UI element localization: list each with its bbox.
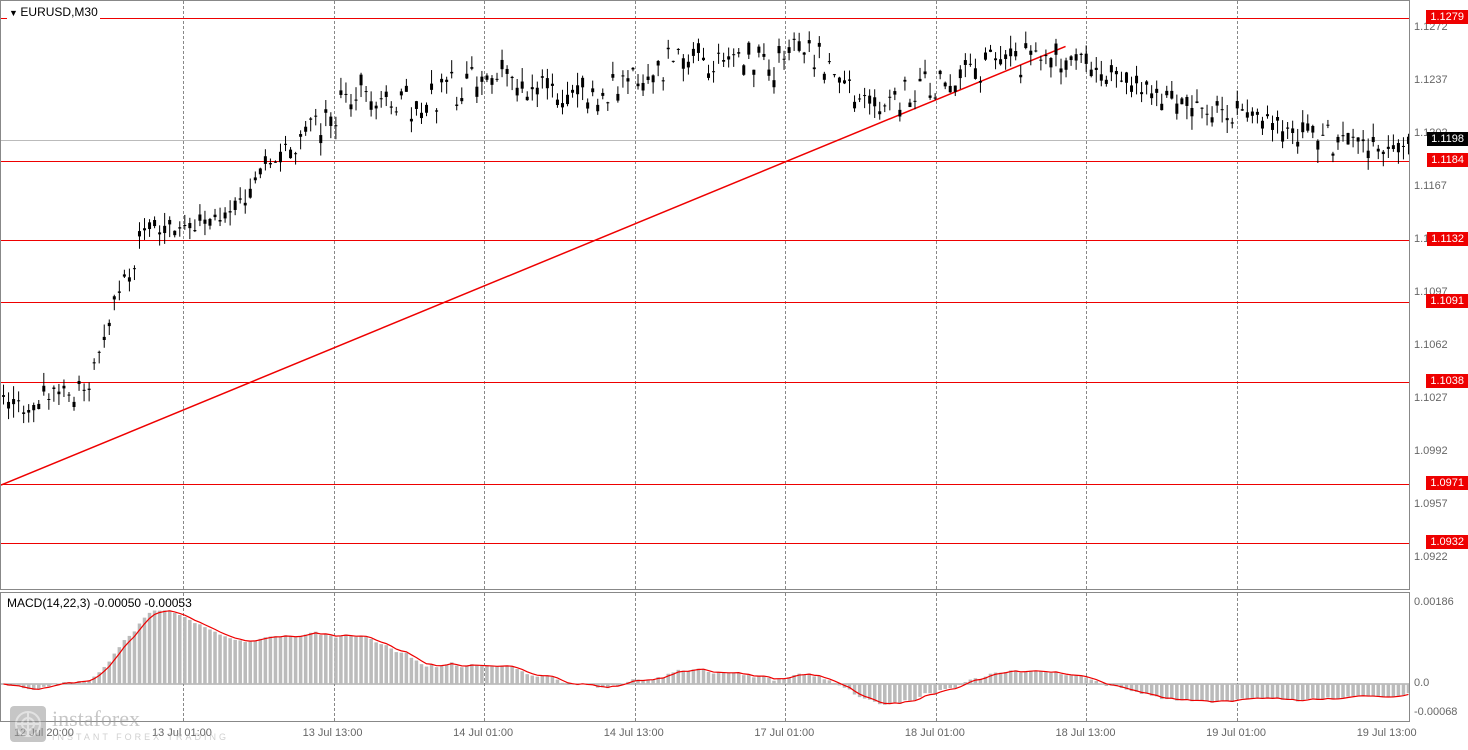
hline-label: 1.1038 [1426, 374, 1468, 388]
chart-container: EURUSD,M30 1.0922 1.0957 1.0992 1.1027 1.106… [0, 0, 1468, 750]
hline-label: 1.1091 [1426, 294, 1468, 308]
x-tick: 14 Jul 01:00 [453, 727, 513, 739]
y-axis-macd: 0.00186 0.0 -0.00068 [1410, 592, 1468, 722]
horizontal-line [1, 18, 1409, 19]
price-panel[interactable]: EURUSD,M30 [0, 0, 1410, 590]
horizontal-line [1, 543, 1409, 544]
horizontal-line [1, 302, 1409, 303]
watermark-brand: instaforex [52, 706, 229, 732]
y-tick: 1.0957 [1414, 498, 1448, 510]
trendline [1, 1, 1411, 591]
vgrid [484, 1, 485, 589]
current-price-line [1, 140, 1409, 141]
vgrid [334, 593, 335, 721]
x-tick: 19 Jul 13:00 [1357, 727, 1417, 739]
y-tick: 1.1167 [1414, 180, 1447, 192]
y-tick: 1.1027 [1414, 392, 1448, 404]
x-tick: 17 Jul 01:00 [754, 727, 814, 739]
watermark-tagline: Instant Forex Trading [52, 732, 229, 742]
hline-label: 1.0932 [1426, 535, 1468, 549]
macd-svg [1, 593, 1409, 721]
vgrid [936, 1, 937, 589]
x-tick: 13 Jul 13:00 [303, 727, 363, 739]
horizontal-line [1, 484, 1409, 485]
vgrid [1237, 1, 1238, 589]
hline-label: 1.1184 [1427, 153, 1468, 167]
y-tick: 1.1237 [1414, 74, 1448, 86]
vgrid [183, 1, 184, 589]
x-tick: 18 Jul 13:00 [1056, 727, 1116, 739]
x-tick: 18 Jul 01:00 [905, 727, 965, 739]
vgrid [785, 1, 786, 589]
vgrid [334, 1, 335, 589]
y-axis-price: 1.09221.09571.09921.10271.10621.10971.11… [1410, 0, 1468, 590]
current-price-label: 1.1198 [1427, 132, 1468, 146]
vgrid [1086, 1, 1087, 589]
macd-y-tick: 0.00186 [1414, 596, 1454, 608]
horizontal-line [1, 382, 1409, 383]
hline-label: 1.0971 [1426, 476, 1468, 490]
macd-panel[interactable]: MACD(14,22,3) -0.00050 -0.00053 [0, 592, 1410, 722]
vgrid [635, 593, 636, 721]
macd-y-tick: -0.00068 [1414, 706, 1457, 718]
x-tick: 14 Jul 13:00 [604, 727, 664, 739]
hline-label: 1.1279 [1426, 10, 1468, 24]
horizontal-line [1, 161, 1409, 162]
vgrid [183, 593, 184, 721]
candles [1, 1, 1409, 589]
hline-label: 1.1132 [1427, 232, 1468, 246]
y-tick: 1.0992 [1414, 445, 1448, 457]
horizontal-line [1, 240, 1409, 241]
vgrid [1237, 593, 1238, 721]
y-tick: 1.0922 [1414, 551, 1448, 563]
vgrid [1086, 593, 1087, 721]
vgrid [936, 593, 937, 721]
x-tick: 19 Jul 01:00 [1206, 727, 1266, 739]
macd-y-tick: 0.0 [1414, 677, 1429, 689]
vgrid [484, 593, 485, 721]
vgrid [635, 1, 636, 589]
watermark: instaforex Instant Forex Trading [10, 706, 229, 742]
chart-title: EURUSD,M30 [7, 5, 100, 19]
vgrid [785, 593, 786, 721]
y-tick: 1.1062 [1414, 339, 1448, 351]
watermark-logo-icon [10, 706, 46, 742]
macd-title: MACD(14,22,3) -0.00050 -0.00053 [7, 596, 192, 610]
